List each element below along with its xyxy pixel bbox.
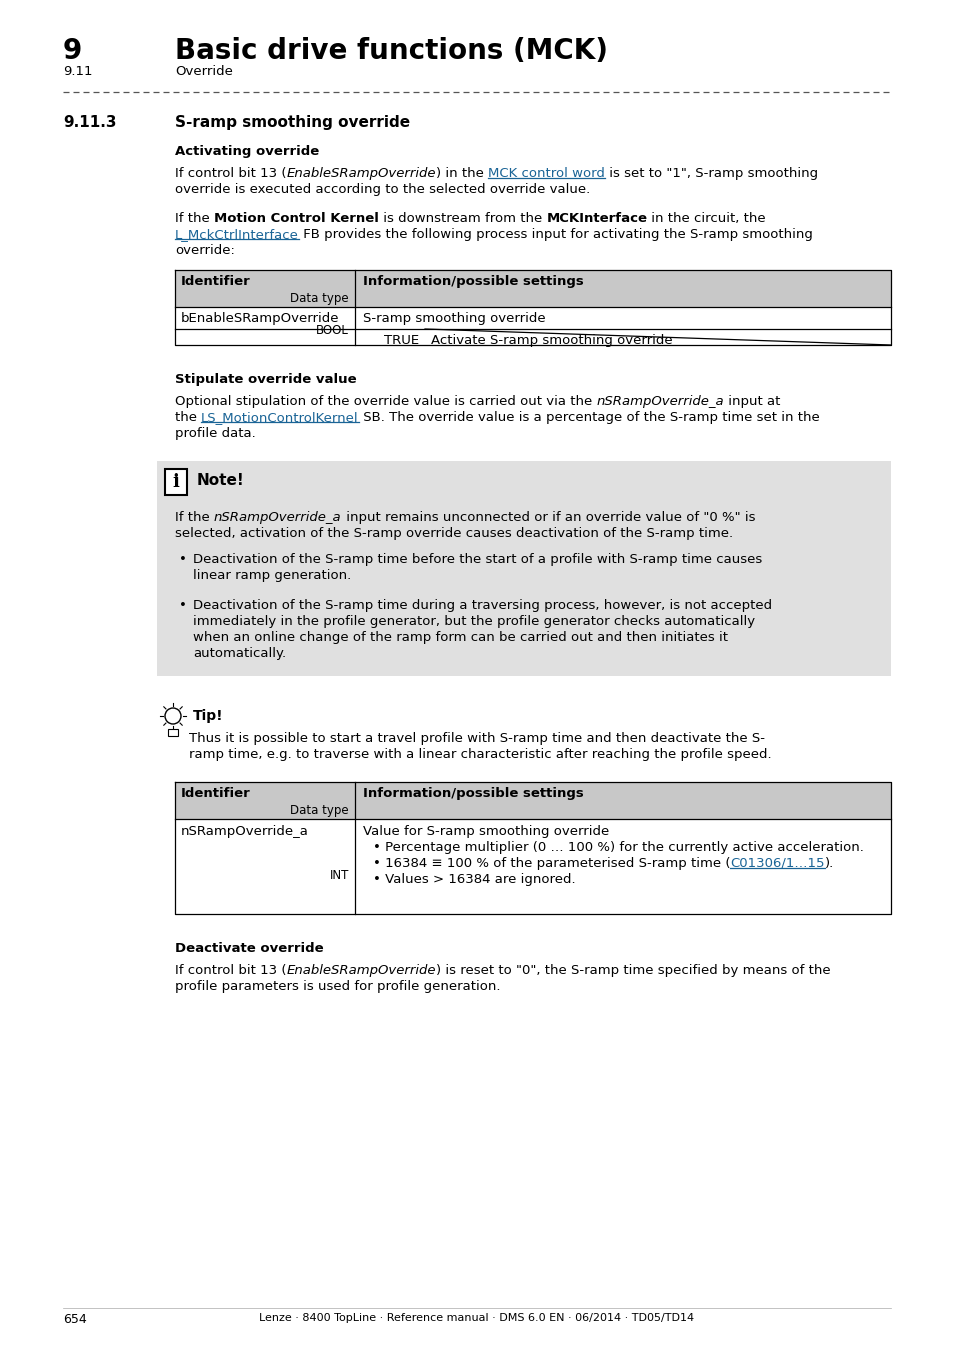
Text: Identifier: Identifier xyxy=(181,275,251,288)
Text: MCKInterface: MCKInterface xyxy=(546,212,647,225)
Bar xyxy=(168,729,178,736)
Text: S-ramp smoothing override: S-ramp smoothing override xyxy=(174,115,410,130)
Text: LS_MotionControlKernel: LS_MotionControlKernel xyxy=(201,410,358,424)
Text: •: • xyxy=(179,554,187,566)
Text: If control bit 13 (: If control bit 13 ( xyxy=(174,964,286,977)
Bar xyxy=(174,270,890,306)
Text: override is executed according to the selected override value.: override is executed according to the se… xyxy=(174,184,590,196)
Text: MCK control word: MCK control word xyxy=(488,167,604,180)
Text: Data type: Data type xyxy=(290,292,349,305)
Text: 654: 654 xyxy=(63,1314,87,1326)
Text: • Values > 16384 are ignored.: • Values > 16384 are ignored. xyxy=(373,873,575,886)
Text: Identifier: Identifier xyxy=(181,787,251,801)
Text: Basic drive functions (MCK): Basic drive functions (MCK) xyxy=(174,36,607,65)
Text: Deactivation of the S-ramp time before the start of a profile with S-ramp time c: Deactivation of the S-ramp time before t… xyxy=(193,554,761,566)
Text: linear ramp generation.: linear ramp generation. xyxy=(193,568,351,582)
Text: bEnableSRampOverride: bEnableSRampOverride xyxy=(181,312,339,325)
Text: TRUE: TRUE xyxy=(383,333,418,347)
Text: ).: ). xyxy=(824,857,833,869)
Text: nSRampOverride_a: nSRampOverride_a xyxy=(213,512,341,524)
Text: BOOL: BOOL xyxy=(315,324,349,338)
Text: 9.11: 9.11 xyxy=(63,65,92,78)
Text: • Percentage multiplier (0 … 100 %) for the currently active acceleration.: • Percentage multiplier (0 … 100 %) for … xyxy=(373,841,863,855)
Text: the: the xyxy=(174,410,201,424)
Text: ) is reset to "0", the S-ramp time specified by means of the: ) is reset to "0", the S-ramp time speci… xyxy=(436,964,830,977)
Text: Motion Control Kernel: Motion Control Kernel xyxy=(213,212,378,225)
Text: immediately in the profile generator, but the profile generator checks automatic: immediately in the profile generator, bu… xyxy=(193,616,755,628)
Text: SB. The override value is a percentage of the S-ramp time set in the: SB. The override value is a percentage o… xyxy=(358,410,819,424)
Text: when an online change of the ramp form can be carried out and then initiates it: when an online change of the ramp form c… xyxy=(193,630,727,644)
Text: Optional stipulation of the override value is carried out via the: Optional stipulation of the override val… xyxy=(174,396,596,408)
Text: 9: 9 xyxy=(63,36,82,65)
Text: S-ramp smoothing override: S-ramp smoothing override xyxy=(363,312,545,325)
Text: ramp time, e.g. to traverse with a linear characteristic after reaching the prof: ramp time, e.g. to traverse with a linea… xyxy=(189,748,771,761)
Text: If the: If the xyxy=(174,212,213,225)
Text: If control bit 13 (: If control bit 13 ( xyxy=(174,167,286,180)
Text: Thus it is possible to start a travel profile with S-ramp time and then deactiva: Thus it is possible to start a travel pr… xyxy=(189,732,764,745)
Text: If the: If the xyxy=(174,512,213,524)
Text: Activating override: Activating override xyxy=(174,144,319,158)
Bar xyxy=(165,468,187,495)
Text: automatically.: automatically. xyxy=(193,647,286,660)
Text: L_MckCtrlInterface: L_MckCtrlInterface xyxy=(174,228,298,242)
Text: Activate S-ramp smoothing override: Activate S-ramp smoothing override xyxy=(431,333,672,347)
Text: profile parameters is used for profile generation.: profile parameters is used for profile g… xyxy=(174,980,500,994)
Text: Information/possible settings: Information/possible settings xyxy=(363,787,583,801)
Text: selected, activation of the S-ramp override causes deactivation of the S-ramp ti: selected, activation of the S-ramp overr… xyxy=(174,526,732,540)
Text: input remains unconnected or if an override value of "0 %" is: input remains unconnected or if an overr… xyxy=(341,512,755,524)
Text: Override: Override xyxy=(174,65,233,78)
Text: Value for S-ramp smoothing override: Value for S-ramp smoothing override xyxy=(363,825,609,838)
Text: Note!: Note! xyxy=(196,472,245,487)
Text: is set to "1", S-ramp smoothing: is set to "1", S-ramp smoothing xyxy=(604,167,818,180)
Text: Information/possible settings: Information/possible settings xyxy=(363,275,583,288)
Text: override:: override: xyxy=(174,244,234,256)
Text: •: • xyxy=(179,599,187,612)
Text: Deactivation of the S-ramp time during a traversing process, however, is not acc: Deactivation of the S-ramp time during a… xyxy=(193,599,771,612)
Text: profile data.: profile data. xyxy=(174,427,255,440)
Text: Lenze · 8400 TopLine · Reference manual · DMS 6.0 EN · 06/2014 · TD05/TD14: Lenze · 8400 TopLine · Reference manual … xyxy=(259,1314,694,1323)
Text: EnableSRampOverride: EnableSRampOverride xyxy=(286,964,436,977)
Text: C01306/1…15: C01306/1…15 xyxy=(730,857,824,869)
Text: • 16384 ≡ 100 % of the parameterised S-ramp time (: • 16384 ≡ 100 % of the parameterised S-r… xyxy=(373,857,730,869)
Text: nSRampOverride_a: nSRampOverride_a xyxy=(181,825,309,838)
Text: i: i xyxy=(172,472,179,491)
Text: INT: INT xyxy=(330,869,349,882)
Text: EnableSRampOverride: EnableSRampOverride xyxy=(286,167,436,180)
Text: Deactivate override: Deactivate override xyxy=(174,942,323,954)
Text: nSRampOverride_a: nSRampOverride_a xyxy=(596,396,723,408)
Text: is downstream from the: is downstream from the xyxy=(378,212,546,225)
Text: 9.11.3: 9.11.3 xyxy=(63,115,116,130)
Text: input at: input at xyxy=(723,396,780,408)
Text: in the circuit, the: in the circuit, the xyxy=(647,212,765,225)
Text: Data type: Data type xyxy=(290,805,349,817)
Bar xyxy=(174,782,890,819)
Text: FB provides the following process input for activating the S-ramp smoothing: FB provides the following process input … xyxy=(298,228,812,242)
Text: ) in the: ) in the xyxy=(436,167,488,180)
Text: Stipulate override value: Stipulate override value xyxy=(174,373,356,386)
Bar xyxy=(157,460,890,676)
Text: Tip!: Tip! xyxy=(193,709,223,724)
